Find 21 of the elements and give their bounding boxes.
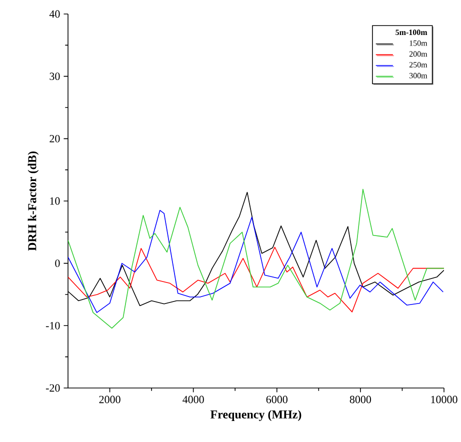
y-tick-label: 20 [50, 134, 60, 142]
x-axis-title: Frequency (MHz) [210, 410, 302, 421]
y-tick-label: -10 [46, 322, 60, 330]
legend-label: 150m [410, 40, 428, 46]
y-tick-label: -20 [46, 384, 60, 392]
y-tick-label: 30 [50, 72, 60, 80]
x-tick-label: 10000 [431, 396, 458, 404]
y-tick-label: 10 [50, 197, 60, 205]
y-tick-label: 40 [49, 10, 60, 18]
legend-label: 200m [409, 51, 428, 57]
x-tick-label: 8000 [350, 396, 372, 404]
y-tick-label: 0 [55, 260, 60, 268]
x-tick-label: 6000 [266, 396, 288, 404]
legend-label: 250m [409, 62, 428, 68]
legend-title: 5m-100m [396, 30, 428, 36]
x-tick-label: 4000 [182, 396, 204, 404]
legend-label: 300m [409, 72, 428, 78]
y-axis-title: DRH k-Factor (dB) [28, 152, 39, 251]
x-tick-label: 2000 [99, 396, 120, 404]
line-series [68, 210, 444, 313]
line-series [68, 188, 444, 329]
